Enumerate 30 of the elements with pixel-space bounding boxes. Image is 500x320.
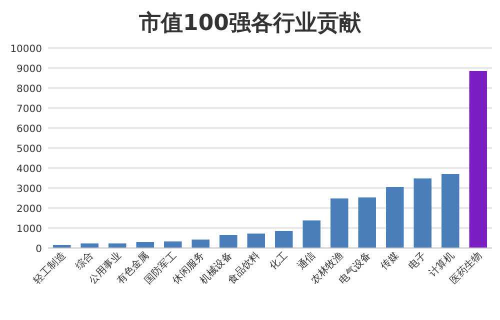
bar: [358, 197, 376, 248]
y-tick-label: 2000: [16, 204, 42, 215]
chart-title: 市值100强各行业贡献: [138, 10, 362, 36]
y-tick-label: 10000: [10, 44, 42, 55]
x-tick-label: 电子: [406, 250, 429, 272]
bar: [414, 178, 432, 248]
bar: [469, 71, 488, 248]
x-tick-label: 综合: [73, 250, 96, 272]
y-tick-label: 3000: [16, 184, 42, 195]
bar: [302, 220, 321, 248]
x-tick-label: 化工: [267, 250, 290, 272]
bar: [219, 235, 238, 248]
y-tick-label: 7000: [16, 104, 42, 115]
y-tick-label: 5000: [16, 144, 42, 155]
bar: [386, 187, 404, 248]
bar: [274, 231, 293, 248]
y-tick-label: 4000: [16, 164, 42, 175]
y-tick-label: 8000: [16, 84, 42, 95]
bar: [247, 234, 266, 248]
y-tick-label: 0: [36, 244, 42, 255]
y-tick-label: 9000: [16, 64, 42, 75]
x-tick-label: 传媒: [379, 250, 401, 272]
bar: [136, 242, 154, 248]
bar: [164, 241, 182, 248]
y-tick-label: 6000: [16, 124, 42, 135]
bar: [192, 240, 210, 248]
bar: [330, 198, 348, 248]
x-tick-label: 通信: [295, 250, 318, 272]
y-tick-label: 1000: [16, 224, 42, 235]
bar: [441, 174, 460, 248]
